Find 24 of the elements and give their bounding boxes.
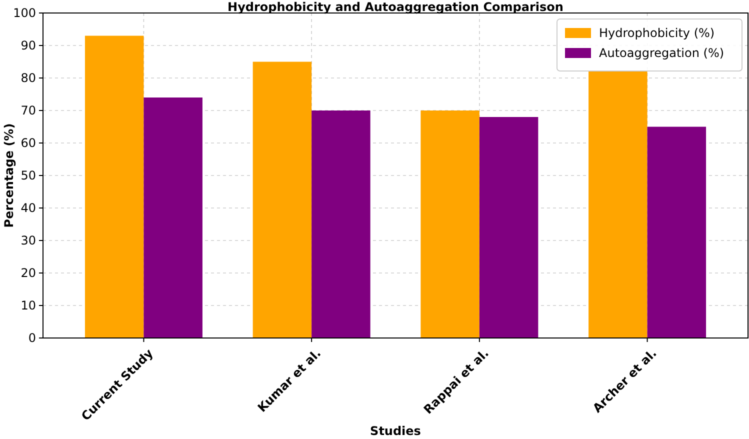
- bar: [252, 62, 312, 338]
- y-tick-label: 40: [20, 201, 36, 216]
- y-tick-label: 10: [20, 298, 36, 313]
- y-tick-label: 90: [20, 38, 36, 53]
- bar: [84, 36, 144, 338]
- y-tick-label: 20: [20, 266, 36, 280]
- bar: [420, 110, 480, 338]
- y-tick-label: 80: [20, 71, 36, 86]
- y-tick-label: 100: [13, 6, 36, 20]
- y-tick-label: 0: [28, 331, 36, 346]
- legend-label: Hydrophobicity (%): [599, 26, 715, 40]
- y-tick-label: 70: [20, 104, 36, 118]
- bar: [312, 110, 370, 338]
- bar: [588, 72, 648, 338]
- x-axis-title: Studies: [370, 424, 421, 438]
- y-tick-label: 50: [20, 168, 36, 183]
- y-axis-title: Percentage (%): [2, 123, 16, 228]
- bar: [479, 117, 538, 338]
- chart-title: Hydrophobicity and Autoaggregation Comparison: [228, 0, 564, 14]
- bar: [647, 126, 706, 338]
- y-tick-label: 30: [20, 234, 36, 248]
- y-tick-label: 60: [20, 136, 36, 150]
- legend-label: Autoaggregation (%): [599, 46, 724, 60]
- bar: [144, 98, 202, 338]
